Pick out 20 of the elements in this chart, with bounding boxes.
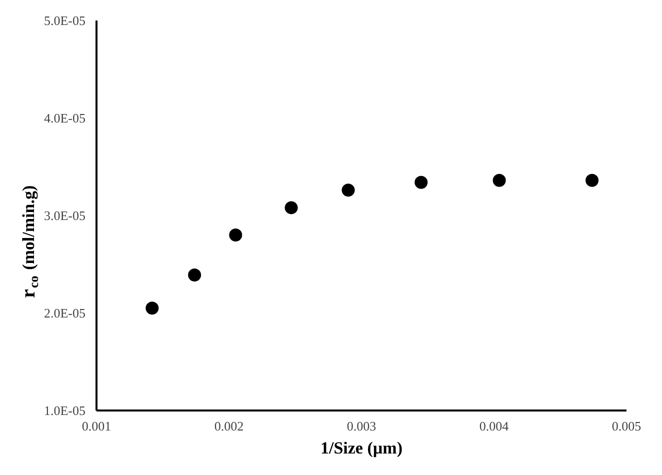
- y-tick-label: 3.0E-05: [44, 208, 86, 223]
- y-tick-label: 4.0E-05: [44, 110, 86, 126]
- point: [414, 176, 428, 189]
- y-tick-label: 2.0E-05: [44, 306, 86, 320]
- x-tick-label: 0.004: [479, 418, 510, 434]
- point: [492, 174, 506, 187]
- y-tick-label: 5.0E-05: [44, 13, 86, 28]
- point: [342, 184, 355, 197]
- x-tick-label: 0.002: [214, 418, 244, 434]
- point: [146, 302, 159, 315]
- x-tick-label: 0.001: [82, 418, 112, 434]
- point: [586, 174, 599, 187]
- point: [188, 268, 202, 282]
- point: [229, 228, 242, 242]
- x-tick-label: 0.003: [346, 418, 376, 434]
- point: [284, 201, 298, 214]
- y-axis-title: rco (mol/min.g): [18, 185, 41, 298]
- x-axis-title: 1/Size (µm): [320, 438, 403, 458]
- x-tick-label: 0.005: [612, 418, 642, 434]
- y-tick-label: 1.0E-05: [44, 403, 86, 418]
